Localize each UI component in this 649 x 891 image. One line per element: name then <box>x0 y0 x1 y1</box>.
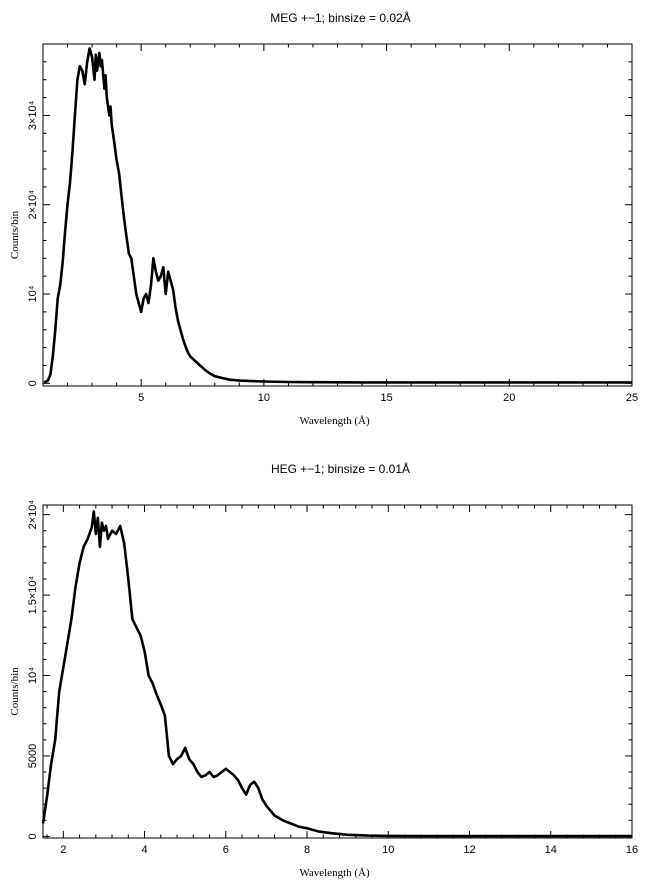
x-tick-label: 2 <box>60 844 66 856</box>
x-tick-label: 8 <box>304 844 310 856</box>
spectrum-series <box>43 47 632 384</box>
x-tick-label: 16 <box>626 844 638 856</box>
plot-frame <box>42 43 633 387</box>
y-axis-label: Counts/bin <box>9 210 21 259</box>
x-axis-label: Wavelength (Å) <box>299 415 370 427</box>
panel-2: HEG +−1; binsize = 0.01Å 2 4 6 8 10 12 14 16 0 500… <box>9 461 638 879</box>
x-tick-label: 12 <box>463 844 475 856</box>
x-axis-label: Wavelength (Å) <box>299 867 370 879</box>
x-tick-label: 14 <box>545 844 557 856</box>
x-tick-label: 25 <box>626 392 638 404</box>
panel-1: MEG +−1; binsize = 0.02Å 5 10 15 20 25 0 10⁴ 2×1… <box>9 10 638 427</box>
chart-title: HEG +−1; binsize = 0.01Å <box>271 461 410 476</box>
spectrum-series <box>41 510 632 838</box>
y-tick-label: 5000 <box>27 744 39 768</box>
y-tick-label: 3×10⁴ <box>27 100 39 130</box>
y-tick-label: 1.5×10⁴ <box>27 575 39 614</box>
y-tick-label: 0 <box>27 833 39 839</box>
x-tick-label: 6 <box>223 844 229 856</box>
chart-title: MEG +−1; binsize = 0.02Å <box>270 10 410 25</box>
x-tick-label: 10 <box>258 392 270 404</box>
y-tick-label: 2×10⁴ <box>27 190 39 220</box>
x-tick-label: 20 <box>503 392 515 404</box>
x-tick-label: 10 <box>382 844 394 856</box>
x-tick-label: 15 <box>380 392 392 404</box>
y-tick-label: 0 <box>27 380 39 386</box>
x-tick-label: 4 <box>141 844 147 856</box>
y-tick-label: 10⁴ <box>27 285 39 302</box>
x-tick-label: 5 <box>138 392 144 404</box>
y-tick-label: 2×10⁴ <box>27 500 39 530</box>
y-axis-label: Counts/bin <box>9 667 21 716</box>
y-tick-label: 10⁴ <box>27 667 39 684</box>
plot-frame <box>42 504 633 839</box>
